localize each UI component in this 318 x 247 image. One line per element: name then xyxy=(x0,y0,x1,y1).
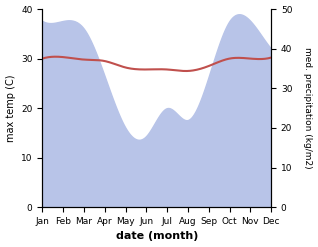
Y-axis label: med. precipitation (kg/m2): med. precipitation (kg/m2) xyxy=(303,47,313,169)
Y-axis label: max temp (C): max temp (C) xyxy=(5,74,16,142)
X-axis label: date (month): date (month) xyxy=(115,231,198,242)
